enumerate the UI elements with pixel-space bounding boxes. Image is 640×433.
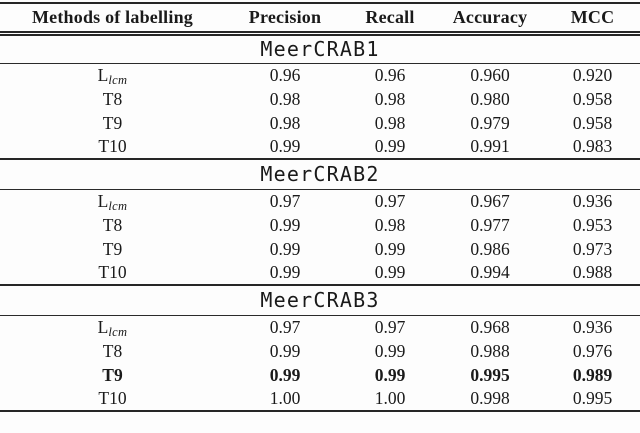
table-row: T9 0.98 0.98 0.979 0.958 xyxy=(0,111,640,135)
method-label: T9 xyxy=(102,238,123,259)
section-header-meercrab1: MeerCRAB1 xyxy=(0,33,640,63)
method-subscript: lcm xyxy=(108,72,128,87)
cell-recall: 0.97 xyxy=(374,316,406,337)
section-title: MeerCRAB3 xyxy=(260,288,380,313)
table-row: T10 1.00 1.00 0.998 0.995 xyxy=(0,387,640,411)
table-row: T8 0.99 0.99 0.988 0.976 xyxy=(0,339,640,363)
cell-accuracy: 0.977 xyxy=(470,214,510,235)
method-label: T8 xyxy=(102,88,123,109)
cell-accuracy: 0.986 xyxy=(470,238,510,259)
cell-mcc: 0.983 xyxy=(572,136,613,156)
cell-recall: 0.99 xyxy=(374,238,406,259)
section-header-meercrab2: MeerCRAB2 xyxy=(0,159,640,189)
cell-precision: 0.99 xyxy=(269,262,301,282)
method-label: T8 xyxy=(102,340,123,361)
column-header-recall: Recall xyxy=(365,6,415,27)
method-label: T10 xyxy=(98,262,127,282)
method-label: Llcm xyxy=(97,316,128,339)
table-header-row: Methods of labelling Precision Recall Ac… xyxy=(0,3,640,33)
table-row: T9 0.99 0.99 0.986 0.973 xyxy=(0,237,640,261)
cell-mcc: 0.958 xyxy=(572,112,613,133)
cell-accuracy: 0.967 xyxy=(470,190,510,211)
cell-accuracy: 0.995 xyxy=(470,364,510,385)
cell-accuracy: 0.991 xyxy=(470,136,510,156)
cell-precision: 0.99 xyxy=(269,364,301,385)
table-row: T10 0.99 0.99 0.994 0.988 xyxy=(0,261,640,285)
column-header-mcc: MCC xyxy=(570,6,615,27)
cell-mcc: 0.958 xyxy=(572,88,613,109)
column-header-precision: Precision xyxy=(248,6,322,27)
cell-accuracy: 0.980 xyxy=(470,88,510,109)
cell-mcc: 0.995 xyxy=(572,388,613,408)
column-header-accuracy: Accuracy xyxy=(452,6,528,27)
cell-precision: 0.98 xyxy=(269,88,301,109)
cell-recall: 0.99 xyxy=(374,262,406,282)
cell-accuracy: 0.968 xyxy=(470,316,510,337)
section-header-meercrab3: MeerCRAB3 xyxy=(0,285,640,315)
cell-mcc: 0.988 xyxy=(572,262,613,282)
method-subscript: lcm xyxy=(108,198,128,213)
method-label: Llcm xyxy=(97,190,128,213)
method-label: T10 xyxy=(98,388,127,408)
cell-mcc: 0.953 xyxy=(572,214,613,235)
section-title: MeerCRAB1 xyxy=(260,37,380,61)
method-subscript: lcm xyxy=(108,324,128,339)
cell-mcc: 0.920 xyxy=(572,64,613,85)
cell-accuracy: 0.979 xyxy=(470,112,510,133)
cell-mcc: 0.976 xyxy=(572,340,613,361)
method-label: T9 xyxy=(102,112,123,133)
cell-mcc: 0.936 xyxy=(572,190,613,211)
cell-mcc: 0.973 xyxy=(572,238,613,259)
cell-precision: 0.99 xyxy=(269,214,301,235)
cell-accuracy: 0.998 xyxy=(470,388,510,408)
table-row-best-result: T9 0.99 0.99 0.995 0.989 xyxy=(0,363,640,387)
cell-precision: 1.00 xyxy=(269,388,301,408)
table-row: T10 0.99 0.99 0.991 0.983 xyxy=(0,135,640,159)
cell-accuracy: 0.994 xyxy=(470,262,510,282)
cell-recall: 0.97 xyxy=(374,190,406,211)
section-title: MeerCRAB2 xyxy=(260,162,380,187)
cell-precision: 0.99 xyxy=(269,136,301,156)
cell-accuracy: 0.988 xyxy=(470,340,510,361)
method-label: T8 xyxy=(102,214,123,235)
cell-precision: 0.96 xyxy=(269,64,301,85)
method-label: Llcm xyxy=(97,64,128,87)
method-label: T9 xyxy=(102,364,123,385)
table-row: T8 0.98 0.98 0.980 0.958 xyxy=(0,87,640,111)
cell-precision: 0.99 xyxy=(269,238,301,259)
cell-precision: 0.97 xyxy=(269,316,301,337)
table-row: Llcm 0.97 0.97 0.968 0.936 xyxy=(0,315,640,339)
cell-accuracy: 0.960 xyxy=(470,64,510,85)
cell-precision: 0.97 xyxy=(269,190,301,211)
table-row: Llcm 0.96 0.96 0.960 0.920 xyxy=(0,63,640,87)
table-row: Llcm 0.97 0.97 0.967 0.936 xyxy=(0,189,640,213)
cell-recall: 0.98 xyxy=(374,88,406,109)
cell-recall: 0.99 xyxy=(374,340,406,361)
cell-precision: 0.99 xyxy=(269,340,301,361)
cell-recall: 0.98 xyxy=(374,112,406,133)
cell-recall: 0.96 xyxy=(374,64,406,85)
cell-recall: 0.98 xyxy=(374,214,406,235)
table-row: T8 0.99 0.98 0.977 0.953 xyxy=(0,213,640,237)
cell-precision: 0.98 xyxy=(269,112,301,133)
cell-recall: 0.99 xyxy=(374,364,406,385)
cell-mcc: 0.989 xyxy=(572,364,613,385)
results-table: Methods of labelling Precision Recall Ac… xyxy=(0,2,640,412)
column-header-methods-of-labelling: Methods of labelling xyxy=(31,6,193,27)
cell-recall: 1.00 xyxy=(374,388,406,408)
method-label: T10 xyxy=(98,136,127,156)
cell-recall: 0.99 xyxy=(374,136,406,156)
cell-mcc: 0.936 xyxy=(572,316,613,337)
